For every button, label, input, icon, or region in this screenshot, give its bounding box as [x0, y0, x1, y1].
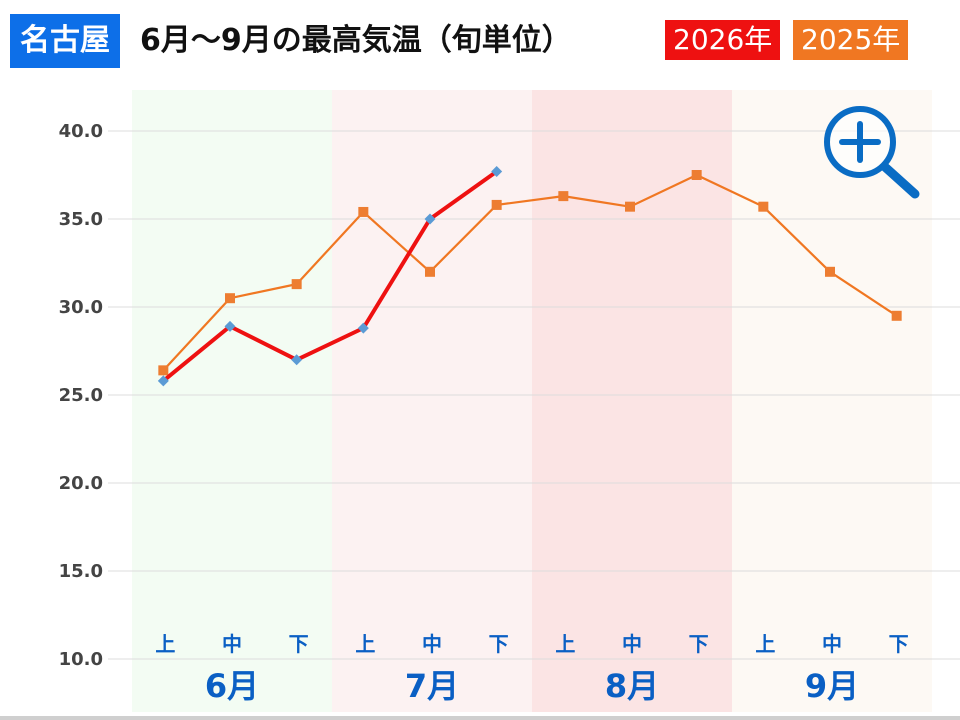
bottom-rule [0, 716, 960, 720]
data-point [425, 266, 435, 277]
data-point [491, 165, 503, 177]
data-point [291, 279, 302, 290]
x-tick-label: 中 [422, 632, 442, 656]
x-tick-label: 中 [822, 632, 842, 656]
x-tick-label: 上 [155, 632, 175, 656]
data-point [358, 206, 369, 217]
series-line [161, 169, 499, 383]
data-point [357, 322, 369, 334]
y-tick-label: 35.0 [59, 209, 103, 230]
x-tick-label: 上 [755, 632, 775, 656]
data-point [224, 320, 236, 332]
data-point [758, 201, 769, 212]
y-tick-label: 25.0 [59, 385, 103, 406]
data-point [625, 201, 635, 212]
series-line [162, 173, 898, 372]
y-tick-label: 15.0 [59, 561, 103, 582]
x-tick-label: 下 [489, 632, 509, 656]
data-point [157, 375, 169, 387]
month-band [532, 90, 732, 712]
month-band [332, 90, 532, 712]
month-label: 7月 [405, 667, 459, 705]
x-tick-label: 上 [355, 632, 375, 656]
month-label: 6月 [205, 667, 259, 705]
x-tick-label: 上 [555, 632, 575, 656]
legend-2025: 2025年 [793, 20, 909, 60]
data-point [158, 365, 169, 376]
data-point [291, 354, 303, 366]
y-tick-label: 30.0 [59, 297, 103, 318]
data-point [424, 213, 436, 225]
header: 名古屋 6月～9月の最高気温（旬単位） 2026年 2025年 [0, 0, 960, 80]
x-tick-label: 中 [622, 632, 642, 656]
data-point [691, 170, 702, 180]
legend-2026: 2026年 [665, 20, 781, 60]
city-badge: 名古屋 [10, 14, 120, 68]
x-tick-label: 中 [222, 632, 242, 656]
data-point [891, 310, 902, 321]
data-point [225, 293, 235, 304]
x-tick-label: 下 [889, 632, 909, 656]
data-point [825, 266, 835, 277]
zoom-handle [880, 162, 920, 199]
y-tick-label: 20.0 [59, 473, 103, 494]
month-label: 8月 [605, 667, 659, 705]
month-band [732, 90, 932, 712]
y-tick-label: 40.0 [59, 121, 103, 142]
chart-title: 6月～9月の最高気温（旬単位） [140, 23, 572, 58]
data-point [491, 199, 502, 210]
y-tick-label: 10.0 [59, 649, 103, 670]
month-label: 9月 [805, 667, 859, 705]
month-band [132, 90, 332, 712]
x-tick-label: 下 [289, 632, 309, 656]
data-point [558, 191, 569, 202]
zoom-in-magnifier-icon[interactable] [824, 106, 920, 199]
x-tick-label: 下 [689, 632, 709, 656]
